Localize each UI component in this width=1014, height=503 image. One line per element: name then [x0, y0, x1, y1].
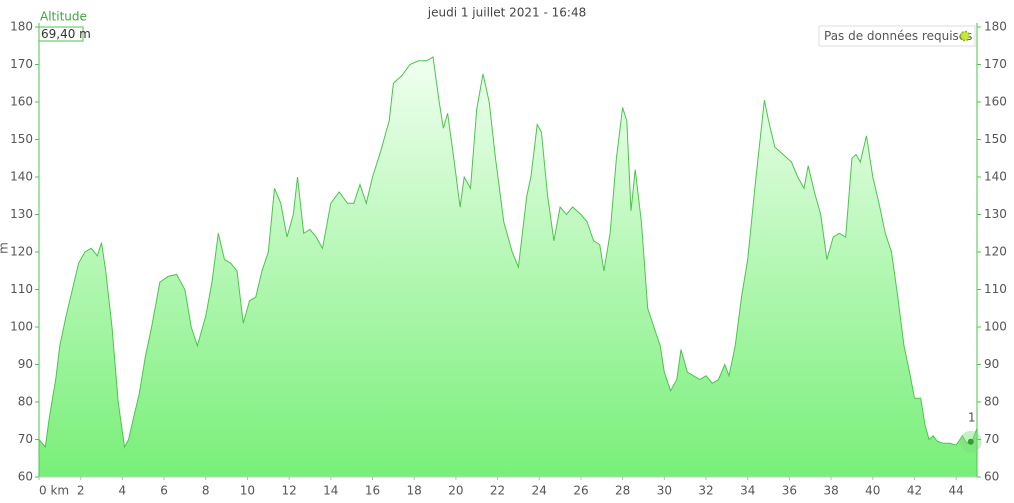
x-tick-label: 4 — [119, 484, 127, 498]
y-tick-label: 110 — [10, 282, 33, 296]
x-tick-label: 6 — [160, 484, 168, 498]
x-tick-label: 32 — [698, 484, 713, 498]
x-tick-label: 40 — [865, 484, 880, 498]
button-label[interactable]: Pas de données requises — [824, 29, 972, 43]
y2-tick-label: 150 — [984, 132, 1007, 146]
x-tick-label: 12 — [281, 484, 296, 498]
cursor-marker-label: 1 — [968, 410, 976, 424]
x-tick-label: 38 — [823, 484, 838, 498]
y-unit: m — [0, 242, 11, 254]
x-tick-label: 16 — [365, 484, 380, 498]
y2-tick-label: 110 — [984, 282, 1007, 296]
y-tick-label: 160 — [10, 95, 33, 109]
x-tick-label: 14 — [323, 484, 338, 498]
settings-button[interactable]: Pas de données requises — [818, 25, 976, 47]
x-tick-label: 2 — [77, 484, 85, 498]
x-tick-label: 20 — [448, 484, 463, 498]
y-tick-label: 150 — [10, 132, 33, 146]
y2-tick-label: 160 — [984, 95, 1007, 109]
x-tick-label: 44 — [949, 484, 964, 498]
x-tick-label: 34 — [740, 484, 755, 498]
y-tick-label: 100 — [10, 320, 33, 334]
x-tick-label: 24 — [532, 484, 547, 498]
y2-tick-label: 60 — [984, 470, 999, 484]
x-tick-label: 8 — [202, 484, 210, 498]
area-fill — [39, 57, 977, 477]
x-tick-label: 10 — [240, 484, 255, 498]
x-tick-label: 26 — [573, 484, 588, 498]
x-tick-label: 18 — [407, 484, 422, 498]
y2-tick-label: 180 — [984, 20, 1007, 34]
y-tick-label: 70 — [18, 432, 33, 446]
cursor-value: 69,40 m — [41, 27, 91, 41]
area-line — [38, 56, 978, 449]
y2-tick-label: 80 — [984, 395, 999, 409]
cursor-point — [967, 438, 974, 445]
button-frame[interactable] — [818, 25, 976, 47]
y-tick-label: 60 — [18, 470, 33, 484]
x-tick-label: 42 — [907, 484, 922, 498]
chart-title: jeudi 1 juillet 2021 - 16:48 — [427, 6, 586, 20]
x-tick-label: 30 — [657, 484, 672, 498]
y-tick-label: 170 — [10, 57, 33, 71]
x-tick-label: 28 — [615, 484, 630, 498]
plot: 6070809010011012013014015016017018060708… — [10, 20, 1007, 498]
y-tick-label: 180 — [10, 20, 33, 34]
y2-tick-label: 130 — [984, 207, 1007, 221]
y2-tick-label: 70 — [984, 432, 999, 446]
y-axis-label: Altitude — [40, 10, 87, 24]
x-tick-label: 22 — [490, 484, 505, 498]
y-tick-label: 140 — [10, 170, 33, 184]
y-tick-label: 80 — [18, 395, 33, 409]
y2-tick-label: 90 — [984, 357, 999, 371]
y2-tick-label: 100 — [984, 320, 1007, 334]
y-tick-label: 90 — [18, 357, 33, 371]
y2-tick-label: 120 — [984, 245, 1007, 259]
y-tick-label: 120 — [10, 245, 33, 259]
x-tick-label: 0 km — [39, 484, 69, 498]
x-tick-label: 36 — [782, 484, 797, 498]
gear-icon[interactable] — [959, 30, 971, 42]
y2-tick-label: 140 — [984, 170, 1007, 184]
y-tick-label: 130 — [10, 207, 33, 221]
y2-tick-label: 170 — [984, 57, 1007, 71]
